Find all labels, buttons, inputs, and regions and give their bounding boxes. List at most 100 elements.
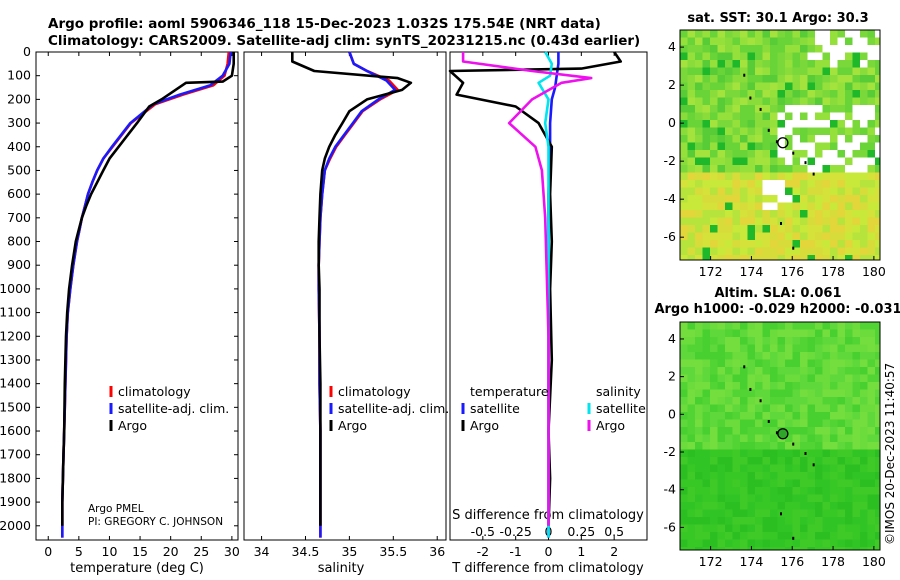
map-cell [702,502,711,510]
map-cell [762,142,771,151]
map-cell [837,135,846,143]
map-cell [687,509,696,518]
map-cell [770,517,778,525]
map-cell [777,404,786,413]
map-cell [725,547,733,551]
map-cell [845,322,853,330]
map-cell [680,359,688,368]
map-cell [867,487,876,495]
map-cell [792,517,801,525]
map-cell [740,120,748,128]
map-cell [747,217,756,226]
map-cell [867,397,876,405]
map-cell [687,37,696,46]
map-cell [702,67,711,76]
map-cell [695,82,703,91]
map-cell [695,494,703,503]
map-cell [740,329,748,338]
map-cell [822,344,831,353]
map-cell [755,442,763,450]
map-cell [777,150,786,158]
map-cell [725,509,733,518]
map-cell [785,30,793,38]
map-cell [740,547,748,551]
map-cell [747,374,756,383]
island-mark [767,419,770,423]
x-tick-label: 34.5 [292,544,320,559]
map-cell [717,210,726,218]
map-cell [702,120,711,128]
map-cell [717,419,726,428]
map-cell [822,180,831,188]
map-cell [830,142,838,151]
map-cell [860,135,868,143]
map-cell [792,479,801,488]
map-cell [852,412,861,420]
map-cell [822,135,831,143]
map-cell [845,45,853,53]
map-cell [792,187,801,196]
map-cell [815,509,823,518]
map-cell [747,157,756,166]
map-cell [732,210,741,218]
map-cell [755,382,763,390]
island-mark [775,431,778,435]
map-cell [800,52,808,61]
map-cell [717,225,726,233]
map-cell [800,247,808,256]
map-cell [785,240,793,248]
map-cell [800,120,808,128]
map-cell [860,367,868,375]
map-cell [710,412,718,420]
map-cell [725,45,733,53]
map-cell [740,442,748,450]
map-cell [837,52,846,61]
map-cell [837,457,846,465]
map-cell [687,397,696,405]
map-cell [702,225,711,233]
map-cell [762,202,771,211]
map-cell [867,442,876,450]
map-cell [680,419,688,428]
map-cell [800,187,808,196]
map-cell [717,150,726,158]
map-cell [792,202,801,211]
map-cell [852,97,861,106]
map-cell [762,524,771,533]
map-cell [867,232,876,241]
map-cell [717,60,726,68]
y-tick-label: 1100 [0,305,31,320]
map-cell [680,472,688,480]
map-cell [695,382,703,390]
map-cell [867,374,876,383]
map-cell [852,449,861,458]
map-cell [800,532,808,540]
map-cell [822,524,831,533]
map-cell [680,434,688,443]
map-cell [830,45,838,53]
map-cell [807,532,816,540]
map-cell [822,397,831,405]
map-cell [702,217,711,226]
map-cell [867,105,876,113]
map-cell [762,382,771,390]
map-cell [822,202,831,211]
map-cell [710,75,718,83]
map-cell [867,247,876,256]
map-cell [867,45,876,53]
map-cell [762,37,771,46]
map-cell [710,52,718,61]
map-cell [755,97,763,106]
legend-satellite-label: satellite-adj. clim. [338,401,449,416]
map-cell [875,52,881,61]
map-cell [725,487,733,495]
map-cell [725,464,733,473]
map-cell [785,419,793,428]
map-cell [867,322,876,330]
map-cell [867,464,876,473]
map-cell [740,532,748,540]
map-cell [717,337,726,345]
map-cell [710,389,718,398]
map-cell [755,344,763,353]
map-cell [755,329,763,338]
